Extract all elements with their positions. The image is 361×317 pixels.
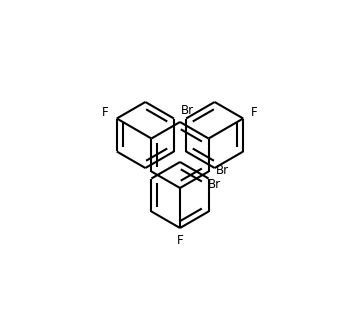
Text: Br: Br xyxy=(181,104,194,117)
Text: Br: Br xyxy=(208,178,221,191)
Text: F: F xyxy=(251,106,258,119)
Text: Br: Br xyxy=(216,164,229,177)
Text: F: F xyxy=(177,235,183,248)
Text: F: F xyxy=(102,106,109,119)
